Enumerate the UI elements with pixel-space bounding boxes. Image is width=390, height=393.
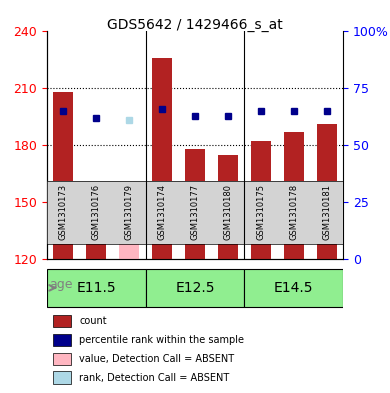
Text: percentile rank within the sample: percentile rank within the sample <box>80 335 245 345</box>
Text: GDS5642 / 1429466_s_at: GDS5642 / 1429466_s_at <box>107 18 283 32</box>
Text: age: age <box>50 278 73 291</box>
Bar <box>218 154 238 259</box>
Bar <box>152 58 172 259</box>
Text: GSM1310176: GSM1310176 <box>92 184 101 240</box>
Bar <box>185 149 205 259</box>
Bar <box>53 92 73 259</box>
Text: count: count <box>80 316 107 326</box>
Text: rank, Detection Call = ABSENT: rank, Detection Call = ABSENT <box>80 373 230 382</box>
Text: value, Detection Call = ABSENT: value, Detection Call = ABSENT <box>80 354 234 364</box>
FancyBboxPatch shape <box>47 269 145 307</box>
Bar <box>53 334 71 346</box>
FancyBboxPatch shape <box>145 269 245 307</box>
Bar <box>86 213 106 259</box>
Text: E12.5: E12.5 <box>175 281 215 295</box>
Text: GSM1310177: GSM1310177 <box>190 184 200 240</box>
Text: E11.5: E11.5 <box>76 281 116 295</box>
Bar <box>317 124 337 259</box>
Text: GSM1310181: GSM1310181 <box>322 184 331 240</box>
Text: GSM1310174: GSM1310174 <box>158 184 167 240</box>
Bar <box>53 371 71 384</box>
Text: GSM1310178: GSM1310178 <box>289 184 298 240</box>
Bar <box>119 187 139 259</box>
Text: GSM1310173: GSM1310173 <box>59 184 68 240</box>
Text: GSM1310179: GSM1310179 <box>125 184 134 240</box>
Bar <box>251 141 271 259</box>
Text: E14.5: E14.5 <box>274 281 314 295</box>
FancyBboxPatch shape <box>245 269 343 307</box>
Bar <box>53 315 71 327</box>
Text: GSM1310175: GSM1310175 <box>256 184 265 240</box>
Bar <box>284 132 304 259</box>
Bar <box>53 353 71 365</box>
Text: GSM1310180: GSM1310180 <box>223 184 232 240</box>
